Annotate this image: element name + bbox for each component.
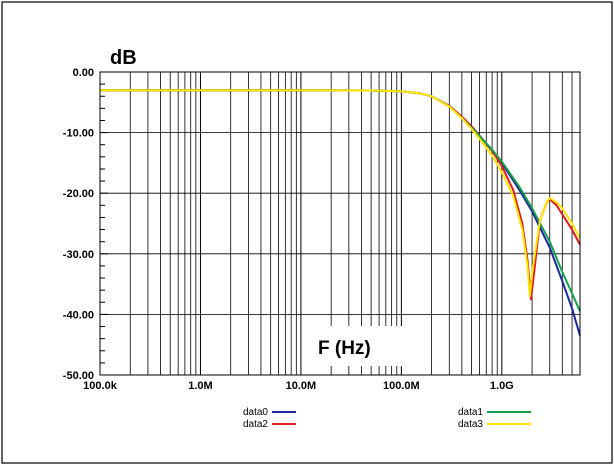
x-tick-label: 100.0M <box>383 380 420 392</box>
x-axis-title: F (Hz) <box>318 338 371 359</box>
legend-label-data3: data3 <box>458 419 483 430</box>
y-tick-label: -30.00 <box>63 249 94 261</box>
y-tick-label: -50.00 <box>63 370 94 382</box>
y-tick-label: -10.00 <box>63 128 94 140</box>
x-tick-label: 1.0G <box>490 380 514 392</box>
legend-label-data0: data0 <box>243 407 268 418</box>
x-axis-title-box <box>306 326 404 366</box>
legend-label-data2: data2 <box>243 419 268 430</box>
series-line-data3 <box>100 89 581 298</box>
series-layer <box>100 89 581 336</box>
y-tick-label: -20.00 <box>63 188 94 200</box>
y-axis-title: dB <box>110 47 137 69</box>
axis-ticks: 0.00 -10.00 -20.00 -30.00 -40.00 -50.00100.0k… <box>63 67 514 392</box>
x-tick-label: 1.0M <box>188 380 212 392</box>
plot-frame <box>99 71 581 376</box>
x-tick-label: 100.0k <box>83 380 118 392</box>
y-tick-label: -40.00 <box>63 309 94 321</box>
legend-label-data1: data1 <box>458 407 483 418</box>
x-tick-label: 10.0M <box>286 380 317 392</box>
y-tick-label: 0.00 <box>73 67 94 79</box>
